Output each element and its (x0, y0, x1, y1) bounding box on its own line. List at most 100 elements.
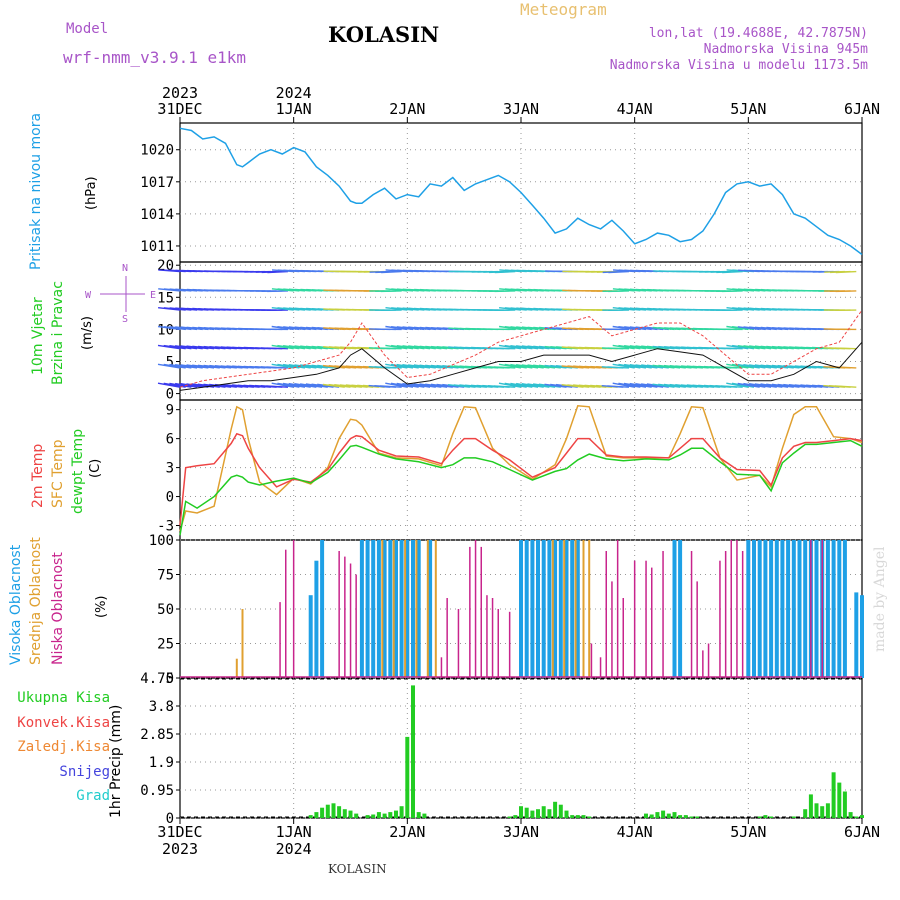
precip-bar (513, 815, 518, 818)
ytick-label: 1020 (140, 143, 174, 159)
wind-barb (726, 363, 749, 369)
wind-barb (608, 290, 630, 293)
ytick-label: 9 (166, 403, 174, 419)
wind-mean-line (179, 341, 863, 391)
wind-barb (623, 363, 647, 369)
precip-bar (803, 809, 808, 818)
wind-barb (494, 290, 516, 293)
wind-barb (163, 344, 186, 350)
wind-barb (834, 385, 857, 388)
wind-barb (266, 347, 289, 350)
precip-bar (695, 816, 700, 818)
precip-bar (848, 812, 853, 818)
precip-bar (547, 809, 552, 818)
wind-barb (267, 290, 289, 293)
xtick-bottom-year: 2023 (162, 840, 198, 858)
cloud-high-bar (678, 540, 683, 678)
cloud-high-bar (570, 540, 575, 678)
cloud-high-bar (752, 540, 756, 678)
xtick-bottom-day: 5JAN (730, 823, 766, 841)
cloud-high-bar (564, 540, 569, 678)
wind-barb (381, 270, 402, 274)
wind-barb (612, 382, 635, 388)
cloud-low-bar (292, 540, 295, 678)
precip-bar (683, 815, 688, 818)
cloud-low-bar (508, 611, 511, 678)
cloud-high-bar (314, 560, 319, 678)
lonlat-label: lon,lat (19.4688E, 42.7875N) (648, 26, 868, 41)
cloud-high-bar (371, 540, 376, 678)
cloud-low-bar (724, 551, 727, 678)
cloud-high-bar (411, 540, 415, 678)
cloud-low-bar (730, 540, 732, 678)
precip-bar (405, 736, 410, 818)
cloud-low-bar (633, 560, 636, 678)
cloud-high-bar (769, 540, 774, 678)
xtick-bottom-day: 31DEC (157, 823, 202, 841)
wind-barb (288, 382, 311, 388)
cloud-low-bar (821, 540, 823, 678)
cloud-high-bar (519, 540, 523, 678)
precip-bar (382, 813, 387, 818)
precip-bar (422, 813, 427, 818)
cloud-mid-bar (563, 540, 566, 678)
precip-bar (411, 685, 415, 818)
wind-barb (721, 290, 743, 293)
wind-barb (157, 363, 181, 369)
xtick-bottom-day: 6JAN (844, 823, 880, 841)
wind-barb (635, 383, 658, 388)
cloud-mid-bar (381, 540, 384, 678)
cloud-low-bar (719, 560, 721, 678)
precip-bar (837, 782, 842, 818)
ytick-label: 20 (157, 258, 174, 274)
xtick-bottom-day: 4JAN (617, 823, 653, 841)
wind-barb (607, 385, 630, 388)
compass-s: S (122, 314, 128, 325)
xtick-top-day: 5JAN (730, 100, 766, 118)
wind-barb (834, 347, 857, 350)
cloud-mid-bar (404, 540, 407, 678)
xtick-top-day: 3JAN (503, 100, 539, 118)
precip-bar (558, 804, 563, 818)
wind-barb (721, 385, 743, 388)
wind-barb (294, 383, 317, 388)
cloud-low-bar (344, 556, 346, 678)
ytick-label: 25 (157, 637, 174, 653)
precip-bar (587, 816, 592, 818)
precip-bar (860, 815, 864, 818)
precip-bar (371, 814, 376, 818)
wind-barb (608, 270, 630, 274)
wind-barb (731, 382, 755, 388)
cloud-high-bar (774, 540, 779, 678)
xtick-bottom-day: 1JAN (276, 823, 312, 841)
precip-bar (314, 812, 319, 818)
wind-barb (510, 363, 533, 369)
precip-bar (388, 812, 393, 818)
xtick-top-day: 6JAN (844, 100, 880, 118)
cloud-high-bar (320, 540, 325, 678)
cloud-low-bar (810, 540, 812, 678)
cloud-low-bar (486, 595, 488, 678)
precip-bar (308, 815, 313, 818)
precip-bar (831, 772, 836, 818)
wind-barb (494, 270, 516, 274)
wind-barb (722, 270, 743, 274)
xtick-top-day: 2JAN (389, 100, 425, 118)
wind-barb (180, 383, 203, 388)
precip-bar (655, 812, 660, 818)
cloud-high-bar (394, 540, 398, 678)
wind-barb (407, 383, 431, 388)
cloud-low-bar (616, 540, 619, 678)
precip-bar (820, 806, 825, 818)
product-title: Meteogram (520, 0, 607, 19)
wind-barb (413, 383, 436, 388)
precip-bar (757, 816, 762, 818)
cloud-high-bar (786, 540, 791, 678)
cloud-low-bar (338, 551, 340, 678)
precip-bar (564, 810, 569, 818)
cloud-mid-bar (551, 540, 554, 678)
precip-bar (553, 801, 558, 818)
temp-2m-line (179, 432, 863, 526)
cloud-low-bar (457, 609, 460, 678)
cloud-high-bar (553, 540, 558, 678)
